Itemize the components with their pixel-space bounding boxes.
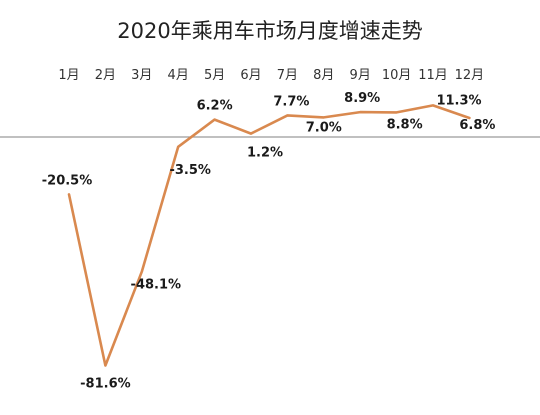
x-tick-label: 10月	[382, 68, 412, 83]
x-tick-label: 2月	[95, 68, 116, 83]
data-label: 8.8%	[387, 117, 423, 132]
chart-title: 2020年乘用车市场月度增速走势	[117, 19, 422, 43]
x-tick-label: 5月	[204, 68, 225, 83]
x-tick-label: 6月	[240, 68, 261, 83]
x-tick-label: 9月	[350, 68, 371, 83]
data-label: 7.7%	[273, 94, 309, 109]
x-tick-label: 4月	[168, 68, 189, 83]
x-tick-label: 1月	[58, 68, 79, 83]
x-tick-label: 12月	[455, 68, 485, 83]
data-label: -48.1%	[131, 278, 182, 293]
data-label: 11.3%	[436, 93, 481, 108]
x-tick-label: 8月	[313, 68, 334, 83]
data-label: 6.2%	[197, 99, 233, 114]
data-label: -20.5%	[42, 173, 93, 188]
data-label: -81.6%	[80, 377, 131, 392]
data-labels: -20.5%-81.6%-48.1%-3.5%6.2%1.2%7.7%7.0%8…	[42, 91, 496, 391]
x-tick-label: 7月	[277, 68, 298, 83]
x-axis-labels: 1月 2月 3月 4月 5月 6月 7月 8月 9月 10月 11月 12月	[58, 68, 484, 83]
series-line	[67, 104, 471, 367]
x-tick-label: 3月	[131, 68, 152, 83]
data-label: 7.0%	[306, 120, 342, 135]
data-label: 1.2%	[247, 146, 283, 161]
data-label: 6.8%	[459, 118, 495, 133]
data-label: -3.5%	[169, 163, 210, 178]
data-label: 8.9%	[344, 91, 380, 106]
x-tick-label: 11月	[418, 68, 448, 83]
